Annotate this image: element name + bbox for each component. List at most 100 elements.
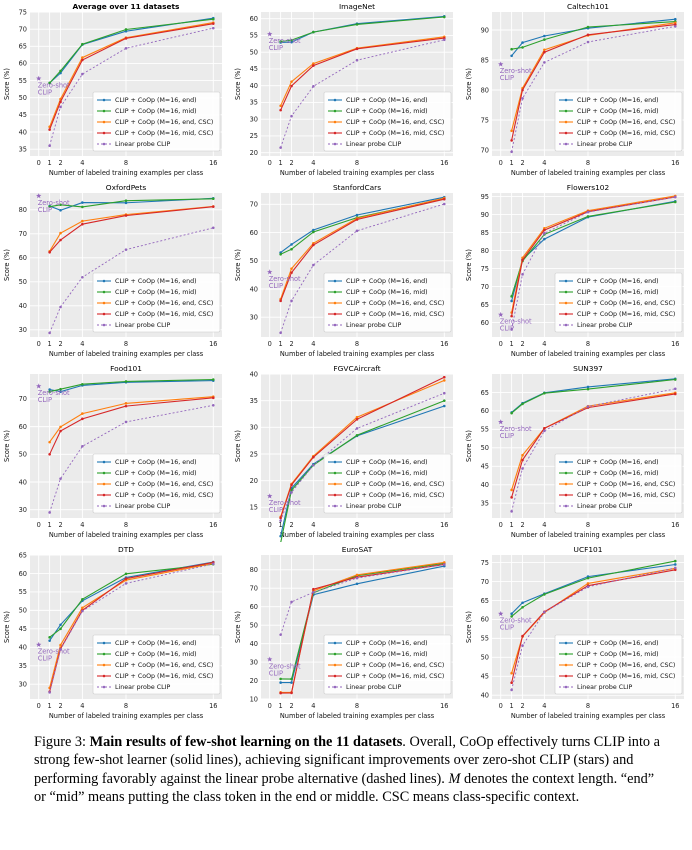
legend-entry: Linear probe CLIP xyxy=(115,322,171,329)
legend-marker xyxy=(333,323,337,327)
y-tick-label: 40 xyxy=(250,640,258,648)
data-point xyxy=(312,64,315,67)
legend-marker xyxy=(333,504,337,508)
y-tick-label: 15 xyxy=(250,504,258,512)
data-point xyxy=(586,387,590,391)
data-point xyxy=(673,21,677,25)
data-point xyxy=(355,434,359,437)
y-tick-label: 40 xyxy=(19,128,27,136)
x-tick-label: 16 xyxy=(209,340,217,348)
x-tick-label: 16 xyxy=(671,159,679,167)
legend-entry: CLIP + CoOp (M=16, end) xyxy=(577,97,659,104)
data-point xyxy=(442,379,446,382)
y-tick-label: 60 xyxy=(481,616,489,624)
legend-entry: Linear probe CLIP xyxy=(346,503,402,510)
zero-shot-star xyxy=(36,383,42,389)
x-tick-label: 16 xyxy=(440,340,448,348)
chart-svg: 0 1 2 4 8 16 35 40 45 50 55 60 65 Number of labeled t… xyxy=(465,364,684,539)
data-point xyxy=(521,601,524,605)
y-tick-label: 50 xyxy=(250,257,258,265)
x-tick-label: 16 xyxy=(440,521,448,529)
data-point xyxy=(290,247,293,251)
legend-marker xyxy=(564,460,568,464)
x-axis-label: Number of labeled training examples per … xyxy=(49,350,204,358)
data-point xyxy=(290,600,293,604)
zero-shot-label: CLIP xyxy=(269,44,283,52)
x-tick-label: 4 xyxy=(311,340,315,348)
data-point xyxy=(48,128,51,131)
legend-entry: CLIP + CoOp (M=16, mid, CSC) xyxy=(346,311,444,318)
legend-entry: CLIP + CoOp (M=16, mid, CSC) xyxy=(115,492,213,499)
legend-entry: CLIP + CoOp (M=16, mid) xyxy=(346,651,428,658)
y-tick-label: 20 xyxy=(250,677,258,685)
legend-marker xyxy=(102,460,106,464)
y-tick-label: 55 xyxy=(481,635,489,643)
data-point xyxy=(59,69,62,73)
data-point xyxy=(211,226,215,230)
zero-shot-label: Zero-shot xyxy=(500,67,532,75)
data-point xyxy=(279,633,282,637)
x-tick-label: 1 xyxy=(48,340,52,348)
data-point xyxy=(312,587,315,591)
data-point xyxy=(48,691,51,694)
y-tick-label: 50 xyxy=(19,278,27,286)
data-point xyxy=(59,477,62,480)
y-tick-label: 10 xyxy=(250,695,258,703)
data-point xyxy=(521,88,524,92)
caption-var-m: M xyxy=(448,770,461,787)
data-point xyxy=(510,314,513,318)
data-point xyxy=(521,258,524,262)
data-point xyxy=(279,677,282,681)
x-tick-label: 1 xyxy=(279,521,283,529)
legend-entry: CLIP + CoOp (M=16, mid) xyxy=(577,289,659,296)
legend-entry: Linear probe CLIP xyxy=(577,684,633,691)
chart-svg: 0 1 2 4 8 16 30 35 40 45 50 55 60 65 Number of labeled… xyxy=(3,545,222,720)
data-point xyxy=(279,681,282,684)
legend-box xyxy=(554,272,683,333)
data-point xyxy=(312,590,315,594)
data-point xyxy=(48,453,51,456)
data-point xyxy=(586,385,590,389)
x-tick-label: 1 xyxy=(510,159,514,167)
x-tick-label: 4 xyxy=(542,159,546,167)
data-point xyxy=(290,299,293,303)
x-tick-label: 16 xyxy=(440,702,448,710)
x-tick-label: 2 xyxy=(289,340,293,348)
legend-marker xyxy=(333,663,337,667)
x-tick-label: 2 xyxy=(289,521,293,529)
data-point xyxy=(124,404,128,408)
legend-marker xyxy=(564,109,568,113)
legend-marker xyxy=(102,323,106,327)
chart-title: Flowers102 xyxy=(567,183,609,192)
data-point xyxy=(312,228,315,232)
data-point xyxy=(442,38,446,42)
caption-text-2: denotes the context length. “end” or “mi… xyxy=(34,770,655,806)
y-tick-label: 60 xyxy=(19,570,27,578)
data-point xyxy=(124,37,128,40)
data-point xyxy=(124,420,128,424)
chart-title: ImageNet xyxy=(339,2,375,11)
x-tick-label: 8 xyxy=(124,340,128,348)
legend-marker xyxy=(564,652,568,656)
y-tick-label: 70 xyxy=(481,283,489,291)
y-axis-label: Score (%) xyxy=(234,68,242,100)
zero-shot-star xyxy=(498,610,504,616)
legend-entry: CLIP + CoOp (M=16, end) xyxy=(115,459,197,466)
legend-entry: CLIP + CoOp (M=16, mid) xyxy=(346,289,428,296)
data-point xyxy=(442,202,446,206)
legend-marker xyxy=(333,109,337,113)
data-point xyxy=(290,243,293,246)
legend-marker xyxy=(333,120,337,124)
legend-entry: CLIP + CoOp (M=16, end) xyxy=(115,640,197,647)
legend-marker xyxy=(102,142,106,146)
x-tick-label: 4 xyxy=(311,702,315,710)
y-tick-label: 40 xyxy=(19,302,27,310)
x-tick-label: 1 xyxy=(48,702,52,710)
chart-panel-caltech101: 0 1 2 4 8 16 70 75 80 85 90 Number of labeled train… xyxy=(462,0,692,180)
chart-title: Caltech101 xyxy=(567,2,609,11)
data-point xyxy=(355,427,359,430)
legend-marker xyxy=(333,131,337,135)
x-axis-label: Number of labeled training examples per … xyxy=(280,712,435,720)
chart-panel-sun397: 0 1 2 4 8 16 35 40 45 50 55 60 65 Number of labeled t… xyxy=(462,362,692,542)
data-point xyxy=(543,50,546,54)
